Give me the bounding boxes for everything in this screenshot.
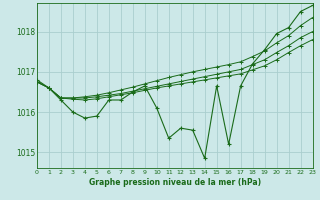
X-axis label: Graphe pression niveau de la mer (hPa): Graphe pression niveau de la mer (hPa) (89, 178, 261, 187)
